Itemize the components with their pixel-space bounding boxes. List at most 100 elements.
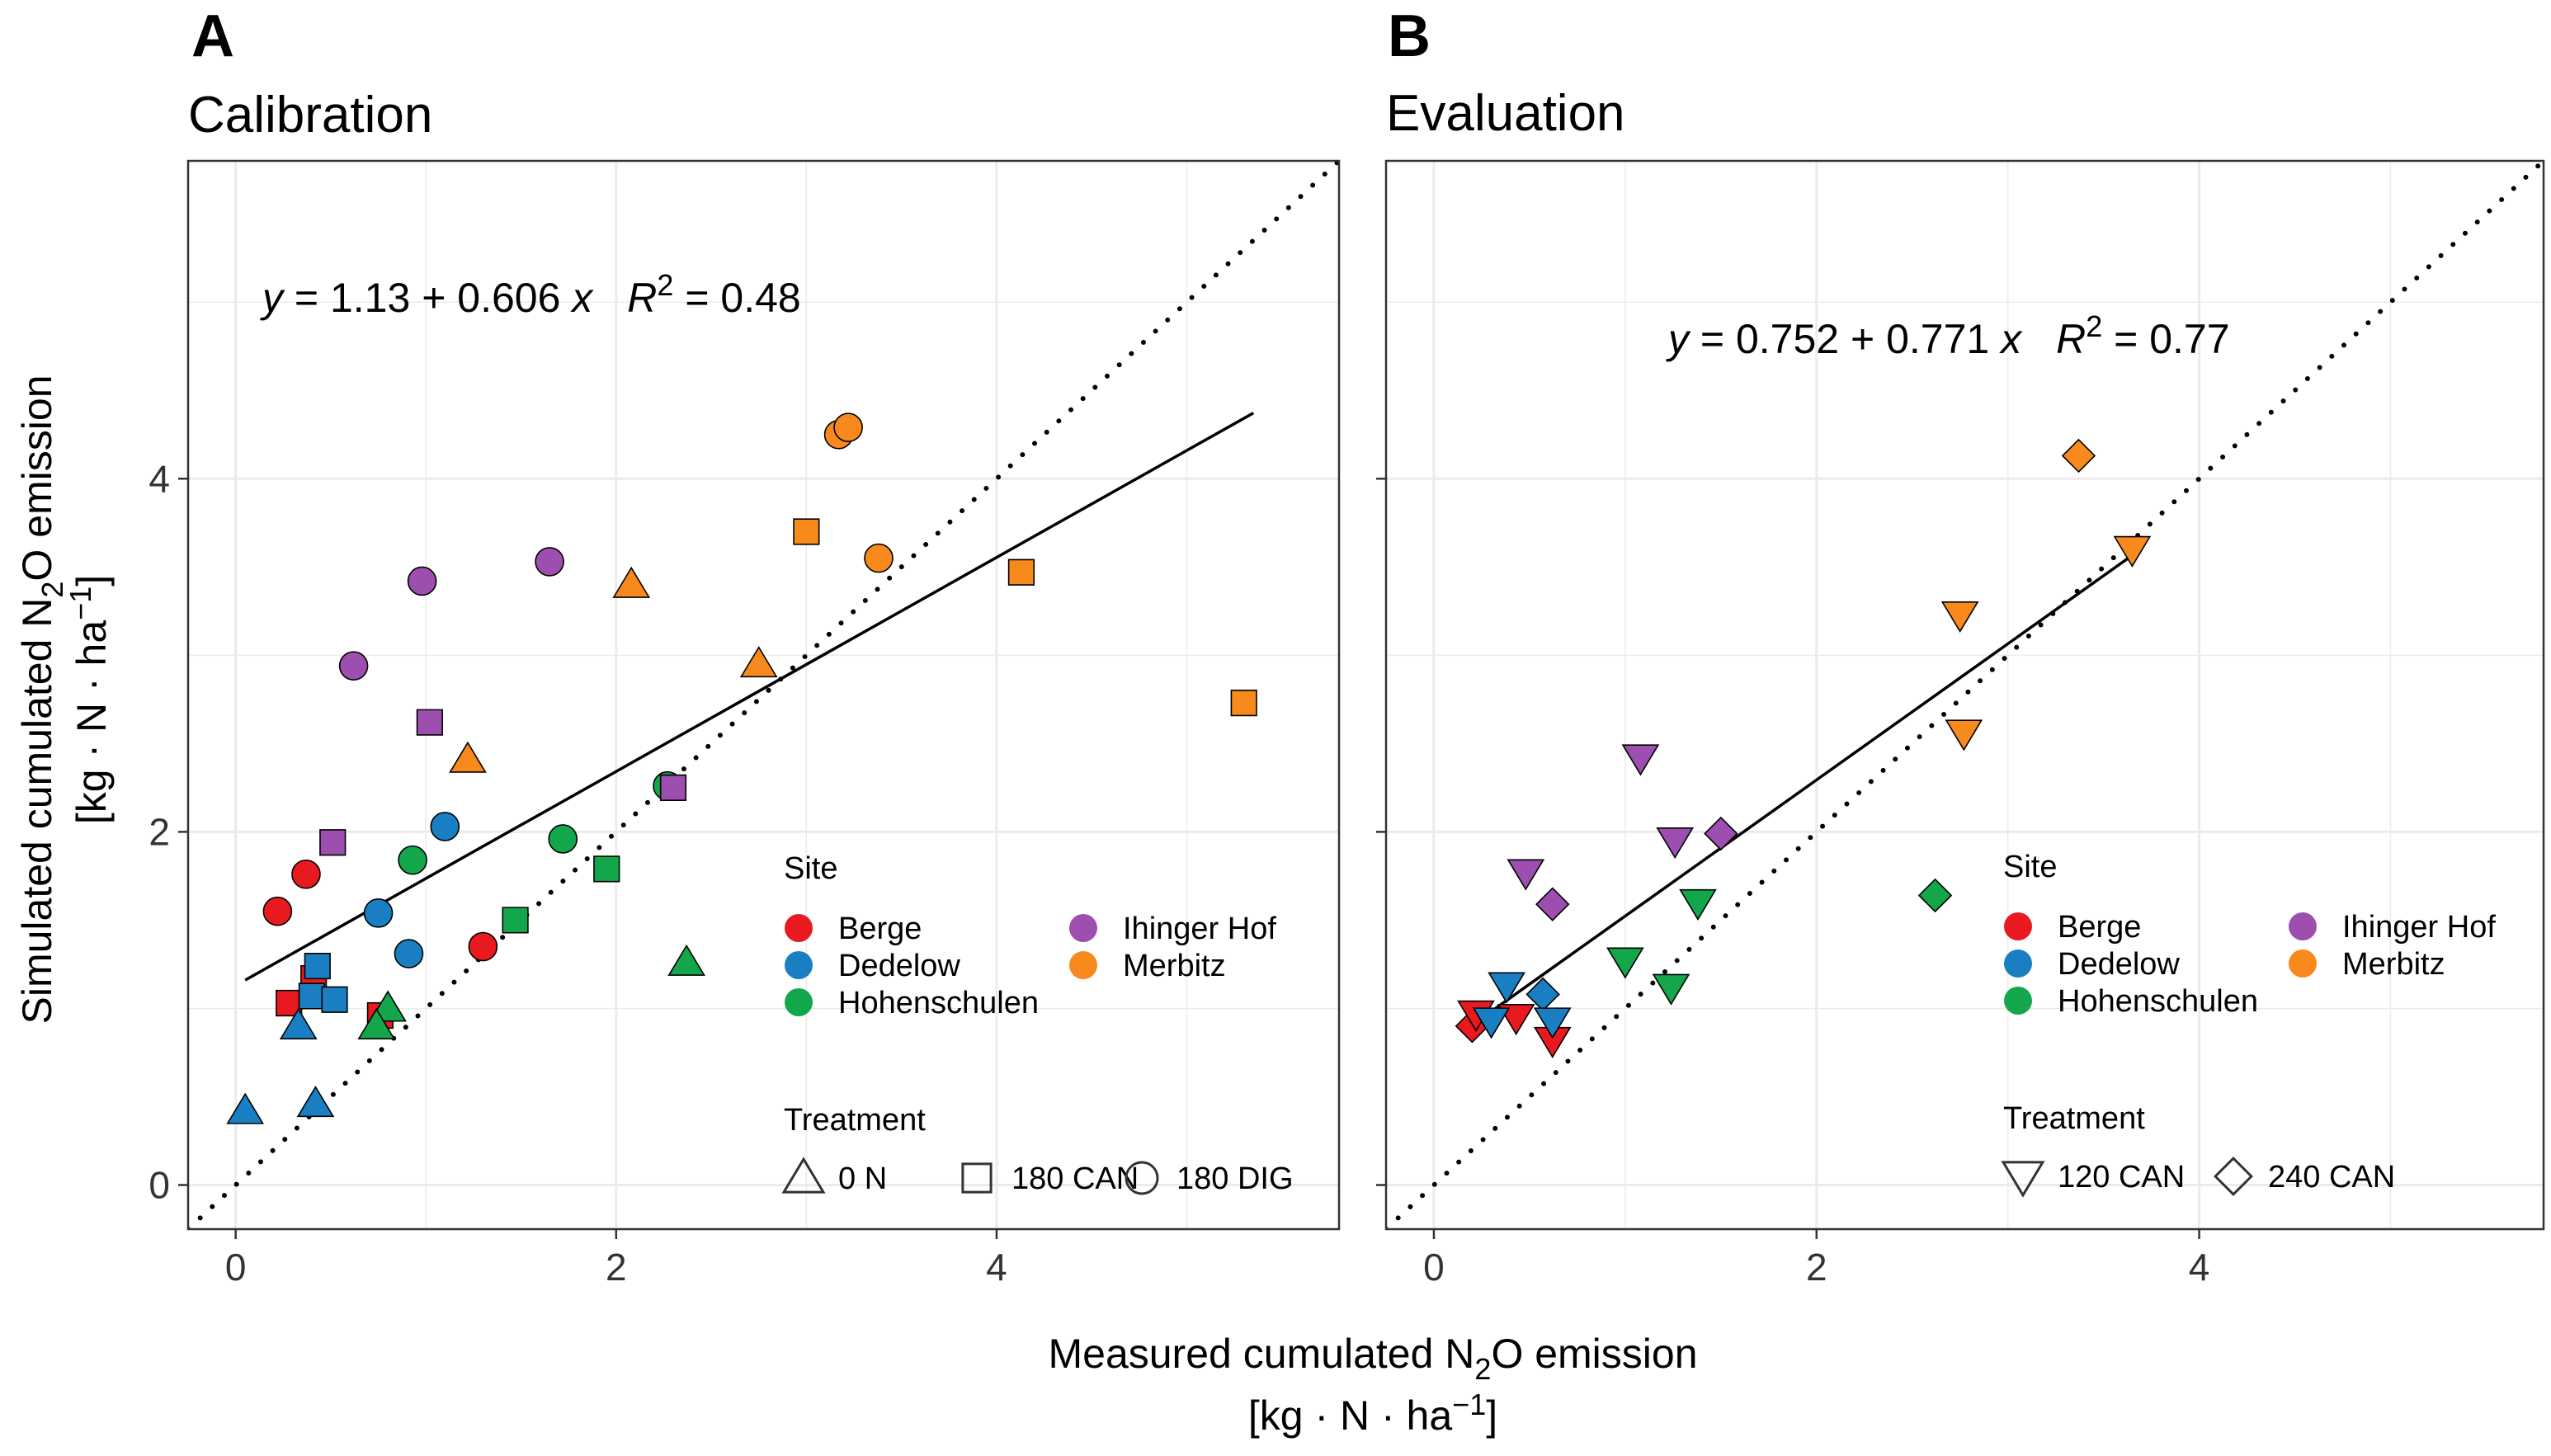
data-point xyxy=(416,709,443,736)
panel-a-letter: A xyxy=(191,3,234,69)
data-point xyxy=(1535,887,1570,921)
data-point xyxy=(1940,601,1979,634)
legend-site-label: Dedelow xyxy=(838,949,960,983)
legend-site-swatch xyxy=(785,914,813,942)
data-point xyxy=(321,986,348,1013)
legend-site-swatch xyxy=(1069,914,1097,942)
x-tick-label: 2 xyxy=(606,1246,627,1289)
legend-treatment-label: 180 DIG xyxy=(1176,1162,1294,1196)
data-point xyxy=(1472,1007,1511,1039)
x-axis-title-line2: [kg · N · ha−1] xyxy=(1248,1388,1497,1439)
data-point xyxy=(1230,690,1257,717)
legend-site-label: Hohenschulen xyxy=(838,986,1039,1020)
panel-a-title: Calibration xyxy=(188,87,432,144)
data-point xyxy=(793,518,820,545)
data-point xyxy=(2113,535,2152,568)
legend-site-swatch xyxy=(785,951,813,979)
legend-treatment-swatch xyxy=(2214,1157,2253,1196)
panel-b-letter: B xyxy=(1388,3,1431,69)
data-point xyxy=(535,547,564,577)
regression-line xyxy=(1471,554,2134,1026)
data-point xyxy=(1679,888,1717,921)
one-to-one-line xyxy=(1386,161,2544,1229)
legend-treatment-swatch xyxy=(781,1157,826,1194)
data-point xyxy=(304,952,331,980)
data-point xyxy=(502,907,529,934)
regression-equation: y = 1.13 + 0.606 x R2 = 0.48 xyxy=(260,268,801,321)
data-point xyxy=(298,982,325,1010)
legend-site-swatch xyxy=(2004,949,2032,978)
data-point xyxy=(319,829,347,856)
data-point xyxy=(1488,972,1525,1004)
x-tick-label: 2 xyxy=(1806,1246,1827,1289)
data-point xyxy=(394,939,424,968)
legend-treatment-swatch xyxy=(1125,1161,1159,1195)
legend-site-swatch xyxy=(785,988,813,1016)
y-tick-label: 2 xyxy=(149,810,170,853)
legend-treatment-label: 240 CAN xyxy=(2268,1160,2395,1194)
data-point xyxy=(262,896,293,926)
data-point xyxy=(1507,859,1545,891)
y-tick-label: 0 xyxy=(149,1163,170,1206)
data-point xyxy=(296,1086,335,1118)
data-point xyxy=(739,646,778,678)
data-point xyxy=(1533,1007,1572,1039)
data-point xyxy=(1652,973,1690,1006)
data-point xyxy=(357,1007,396,1039)
data-point xyxy=(468,931,498,962)
y-tick-label: 4 xyxy=(149,457,170,500)
data-point xyxy=(548,824,578,854)
legend-site-swatch xyxy=(2004,987,2032,1015)
legend-treatment-swatch xyxy=(2001,1161,2045,1198)
data-points xyxy=(226,412,1257,1124)
one-to-one-line xyxy=(188,161,1339,1229)
x-axis-title-line1: Measured cumulated N2O emission xyxy=(1048,1331,1697,1386)
data-point xyxy=(659,774,687,801)
data-point xyxy=(363,898,394,928)
legend-site-label: Dedelow xyxy=(2058,947,2180,982)
data-point xyxy=(1917,878,1953,913)
data-point xyxy=(279,1007,318,1039)
data-point xyxy=(667,944,705,976)
regression-line xyxy=(244,412,1255,982)
data-point xyxy=(226,1092,265,1124)
grid xyxy=(188,161,1339,1229)
x-tick-label: 0 xyxy=(1423,1246,1445,1289)
legend-treatment-label: 0 N xyxy=(838,1162,887,1196)
legend-treatment-label: 120 CAN xyxy=(2058,1160,2185,1194)
data-point xyxy=(864,543,894,573)
legend-site-label: Hohenschulen xyxy=(2058,984,2258,1019)
data-point xyxy=(449,741,487,773)
legend-site-label: Berge xyxy=(2058,910,2141,945)
panel-b-plot: y = 0.752 + 0.771 x R2 = 0.77 0 2 4 SiteBerge… xyxy=(1376,159,2545,1289)
data-point xyxy=(1007,558,1035,586)
data-point xyxy=(1945,719,1983,752)
panel-border xyxy=(186,159,1341,1231)
legend-treatment-swatch xyxy=(961,1162,993,1194)
grid xyxy=(1386,161,2544,1229)
panel-a-plot: y = 1.13 + 0.606 x R2 = 0.48 0 2 4 0 2 4 SiteBer… xyxy=(149,159,1341,1289)
data-point xyxy=(291,859,321,889)
x-tick-label: 4 xyxy=(2189,1246,2210,1289)
treatment-legend-title: Treatment xyxy=(784,1103,926,1138)
data-point xyxy=(1704,816,1738,851)
data-point xyxy=(833,412,863,443)
data-point xyxy=(593,855,620,883)
y-axis-title-line2: [kg · N · ha−1] xyxy=(64,575,115,824)
treatment-legend: Treatment 120 CAN 240 CAN xyxy=(2001,1101,2395,1198)
site-legend-title: Site xyxy=(2003,850,2057,884)
legend-site-swatch xyxy=(1069,951,1097,979)
data-points xyxy=(1455,438,2152,1058)
data-point xyxy=(398,845,427,875)
y-axis-title: Simulated cumulated N2O emission [kg · N… xyxy=(14,375,115,1024)
data-point xyxy=(1606,947,1644,979)
legend-site-swatch xyxy=(2004,912,2032,940)
panel-border xyxy=(1384,159,2545,1231)
regression-equation: y = 0.752 + 0.771 x R2 = 0.77 xyxy=(1666,309,2230,362)
data-point xyxy=(338,651,369,681)
legend-site-swatch xyxy=(2289,912,2317,940)
data-point xyxy=(2061,438,2096,474)
